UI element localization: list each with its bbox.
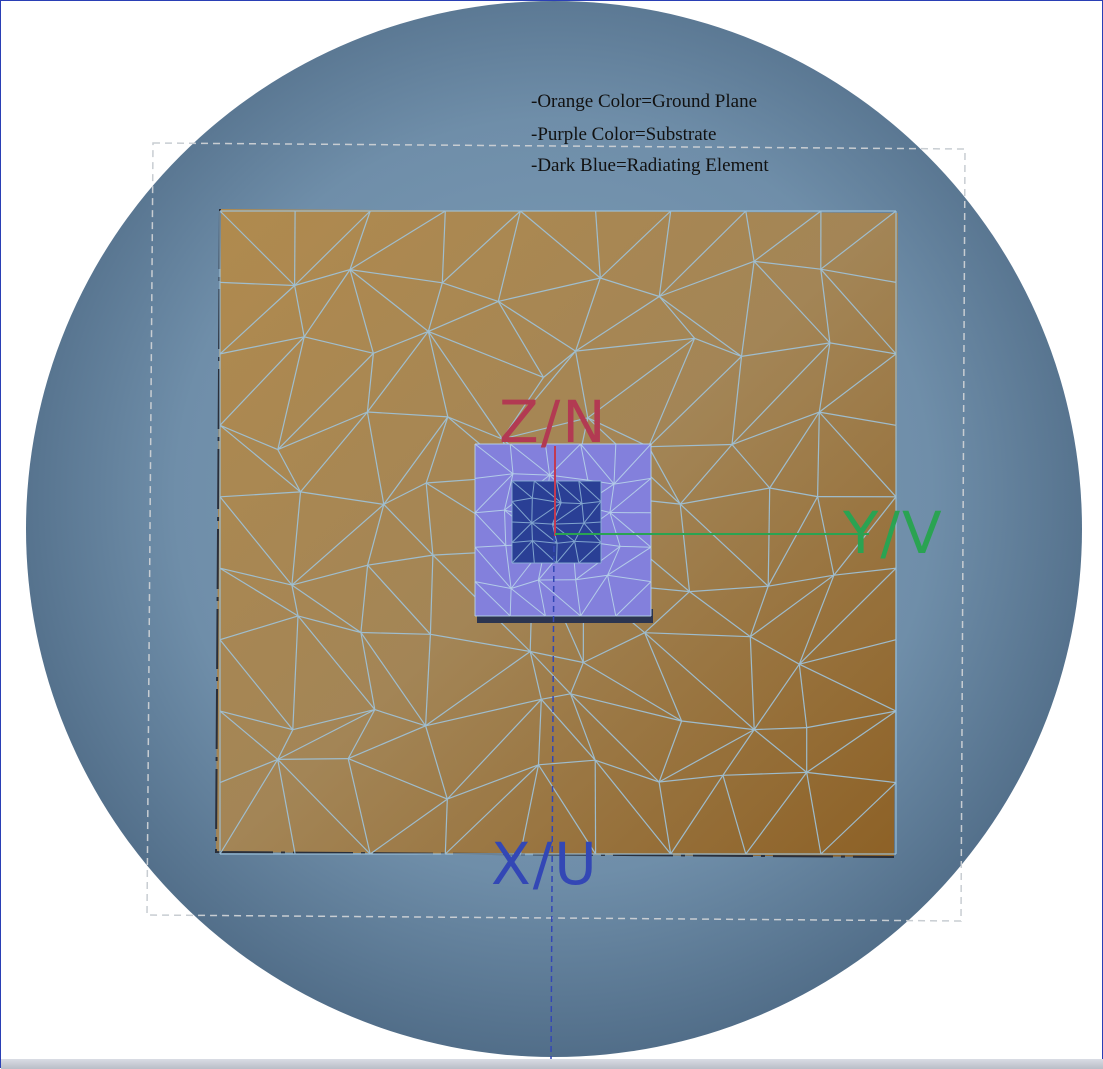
mesh-edge <box>532 523 533 541</box>
legend-substrate: -Purple Color=Substrate <box>531 124 716 146</box>
y-axis-label: Y/V <box>843 504 944 562</box>
legend-ground-plane: -Orange Color=Ground Plane <box>531 91 757 113</box>
x-axis-label: X/U <box>491 835 599 893</box>
z-axis-label: Z/N <box>499 393 608 451</box>
mesh-edge <box>295 211 296 286</box>
legend-radiating-element: -Dark Blue=Radiating Element <box>531 155 769 177</box>
mesh-edge <box>278 759 349 760</box>
mesh-edge <box>557 543 558 563</box>
mesh-edge <box>532 498 533 523</box>
